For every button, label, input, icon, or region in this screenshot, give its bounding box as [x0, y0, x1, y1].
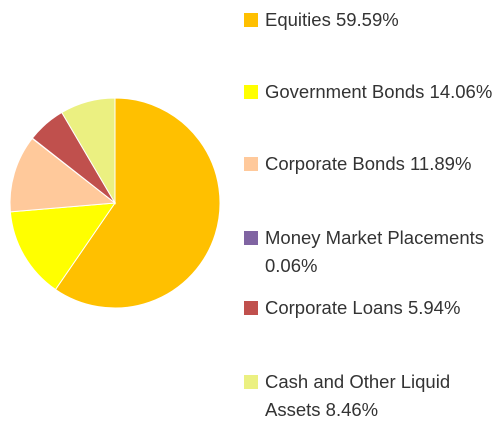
legend-item: Corporate Bonds 11.89% [244, 150, 493, 178]
legend-label: Corporate Loans [265, 297, 403, 318]
legend-label: Cash and Other Liquid Assets [265, 371, 451, 420]
legend-value: 11.89% [410, 153, 472, 174]
legend-label: Corporate Bonds [265, 153, 405, 174]
legend-value: 14.06% [429, 81, 493, 102]
legend-item: Corporate Loans 5.94% [244, 294, 493, 322]
legend-text: Corporate Bonds 11.89% [265, 150, 493, 178]
legend-text: Corporate Loans 5.94% [265, 294, 493, 322]
pie-slice [9, 137, 117, 213]
legend-item: Equities 59.59% [244, 6, 493, 34]
legend-text: Money Market Placements 0.06% [265, 224, 493, 280]
legend-item: Government Bonds 14.06% [244, 78, 493, 106]
legend-label: Equities [265, 9, 331, 30]
legend-swatch [244, 157, 258, 171]
legend-swatch [244, 301, 258, 315]
legend-swatch [244, 13, 258, 27]
legend-text: Equities 59.59% [265, 6, 493, 34]
legend-text: Cash and Other Liquid Assets 8.46% [265, 368, 493, 424]
legend-swatch [244, 375, 258, 389]
pie-slice [61, 97, 116, 205]
legend-swatch [244, 85, 258, 99]
pie [9, 97, 221, 309]
legend-value: 59.59% [335, 9, 399, 30]
legend-swatch [244, 231, 258, 245]
legend-item: Money Market Placements 0.06% [244, 224, 493, 280]
legend-label: Government Bonds [265, 81, 425, 102]
legend-value: 8.46% [325, 399, 379, 420]
legend-label: Money Market Placements [265, 227, 485, 248]
legend-text: Government Bonds 14.06% [265, 78, 493, 106]
legend-value: 5.94% [407, 297, 461, 318]
pie-slice [54, 97, 221, 309]
pie-slice [9, 202, 117, 291]
legend-item: Cash and Other Liquid Assets 8.46% [244, 368, 493, 424]
legend-value: 0.06% [265, 255, 318, 276]
